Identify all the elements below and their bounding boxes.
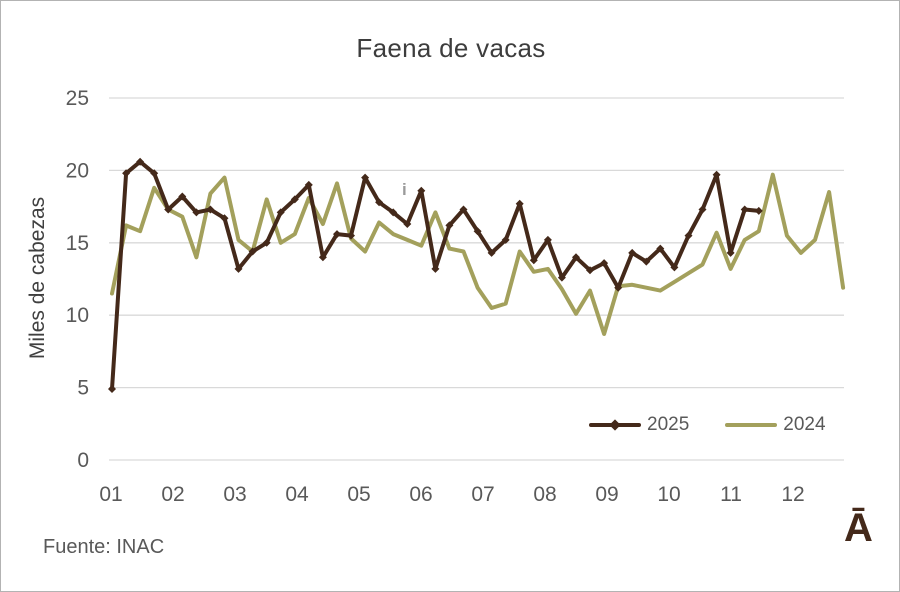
x-tick-label: 04 [285,483,309,506]
x-tick-label: 03 [223,483,246,506]
x-tick-label: 06 [409,483,432,506]
x-tick-label: 08 [533,483,556,506]
y-tick-label: 15 [66,232,89,255]
source-note: Fuente: INAC [43,536,165,558]
legend-line-2025-icon [589,419,641,431]
y-tick-label: 5 [77,377,89,400]
series-line-2024 [110,172,846,336]
y-tick-label: 25 [66,87,89,110]
legend-line-2024-icon [725,423,778,427]
legend-item-2025: 2025 [589,414,689,436]
x-tick-label: 10 [657,483,680,506]
stray-corner-character: Ā [844,506,873,550]
x-tick-label: 05 [347,483,370,506]
legend-label-2025: 2025 [647,414,690,435]
x-tick-label: 07 [471,483,494,506]
y-tick-label: 10 [66,304,89,327]
x-tick-label: 02 [161,483,184,506]
x-tick-label: 11 [720,483,742,506]
legend-label-2024: 2024 [783,414,826,435]
x-tick-label: 12 [781,483,804,506]
diamond-marker-icon [609,419,621,431]
x-tick-label: 01 [99,483,122,506]
y-tick-label: 20 [66,159,89,182]
chart-title: Faena de vacas [356,33,546,63]
series-markers-2025 [108,157,763,393]
y-tick-label: 0 [77,449,89,472]
chart-legend: 2025 2024 [589,414,826,436]
legend-item-2024: 2024 [725,414,826,436]
x-tick-label: 09 [595,483,618,506]
stray-i-artifact: i [402,180,407,199]
